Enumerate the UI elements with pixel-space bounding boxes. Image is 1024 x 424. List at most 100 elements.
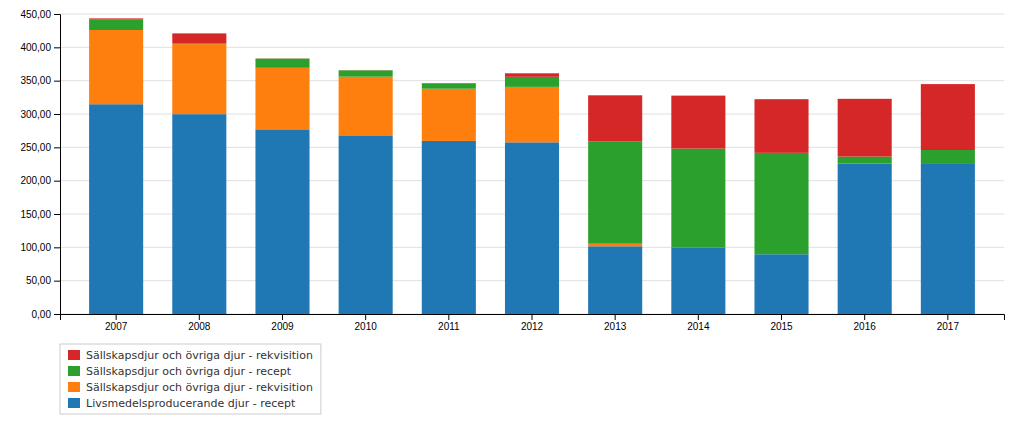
tick: 2015: [770, 314, 793, 332]
bar: [422, 83, 476, 84]
tick: 2009: [271, 314, 294, 332]
tick: 2014: [687, 314, 710, 332]
bar: [754, 254, 808, 314]
tick-mark: [365, 314, 366, 320]
series: [89, 30, 642, 246]
tick: 2013: [604, 314, 627, 332]
tick: 0,00: [32, 309, 60, 320]
bar: [89, 18, 143, 20]
tick-label: 2014: [687, 321, 710, 332]
bar: [588, 95, 642, 141]
bar: [255, 58, 309, 59]
tick-mark: [532, 314, 533, 320]
bar: [505, 73, 559, 77]
tick-label: 2009: [271, 321, 294, 332]
legend-item: Livsmedelsproducerande djur - recept: [68, 397, 296, 410]
bar: [671, 248, 725, 314]
tick-label: 350,00: [20, 75, 51, 86]
bar: [339, 70, 393, 76]
tick-mark: [54, 114, 60, 115]
bar: [671, 96, 725, 149]
tick-label: 2011: [438, 321, 460, 332]
bar: [255, 129, 309, 314]
tick-mark: [947, 314, 948, 320]
bar: [921, 84, 975, 150]
bar: [422, 141, 476, 314]
legend-swatch: [68, 382, 80, 392]
tick-label: 300,00: [20, 109, 51, 120]
chart: 2007 2008 2009 2010 2011 2012 2013 2014 2015 2016…: [0, 0, 1024, 424]
bar: [921, 163, 975, 314]
tick-mark: [54, 81, 60, 82]
legend-swatch: [68, 350, 80, 360]
bar: [505, 77, 559, 87]
tick-label: 100,00: [20, 242, 51, 253]
tick: 2012: [521, 314, 544, 332]
bar: [588, 244, 642, 247]
tick-mark: [54, 214, 60, 215]
grid: [60, 14, 1004, 314]
tick: 2011: [438, 314, 460, 332]
tick-mark: [54, 47, 60, 48]
tick-mark: [54, 147, 60, 148]
tick: 450,00: [20, 9, 60, 20]
legend-frame: [60, 344, 321, 414]
tick-mark: [54, 247, 60, 248]
tick-label: 2010: [355, 321, 378, 332]
tick-label: 400,00: [20, 42, 51, 53]
bar: [422, 89, 476, 141]
bar: [671, 149, 725, 248]
tick-label: 2012: [521, 321, 544, 332]
tick: 2007: [105, 314, 128, 332]
bar: [588, 246, 642, 314]
tick: 250,00: [20, 142, 60, 153]
bar: [255, 59, 309, 68]
tick: 100,00: [20, 242, 60, 253]
tick: 2017: [937, 314, 960, 332]
grid-line: [60, 14, 1004, 15]
bar: [921, 150, 975, 163]
tick-mark: [698, 314, 699, 320]
tick-mark: [864, 314, 865, 320]
bar: [172, 44, 226, 114]
tick-label: 2007: [105, 321, 128, 332]
tick: 2008: [188, 314, 211, 332]
bar: [754, 99, 808, 153]
tick: 200,00: [20, 175, 60, 186]
tick-label: 0,00: [32, 309, 52, 320]
tick-mark: [781, 314, 782, 320]
bar: [838, 163, 892, 314]
tick: 300,00: [20, 109, 60, 120]
bar: [172, 33, 226, 43]
tick: 350,00: [20, 75, 60, 86]
tick: 2016: [854, 314, 877, 332]
x-axis: 2007 2008 2009 2010 2011 2012 2013 2014 2015 2016…: [61, 314, 1005, 332]
legend: Sällskapsdjur och övriga djur - rekvisit…: [60, 344, 321, 414]
legend-item: Sällskapsdjur och övriga djur - rekvisit…: [68, 349, 313, 362]
legend-item: Sällskapsdjur och övriga djur - recept: [68, 365, 292, 378]
bar: [838, 157, 892, 164]
bar: [505, 87, 559, 142]
plot: 2007 2008 2009 2010 2011 2012 2013 2014 2015 2016…: [20, 9, 1004, 332]
legend-item: Sällskapsdjur och övriga djur - rekvisit…: [68, 381, 313, 394]
bar: [838, 99, 892, 157]
legend-label: Sällskapsdjur och övriga djur - recept: [86, 365, 292, 378]
tick: 400,00: [20, 42, 60, 53]
tick-mark: [54, 14, 60, 15]
tick-label: 2017: [937, 321, 960, 332]
tick-label: 200,00: [20, 175, 51, 186]
bar: [422, 83, 476, 88]
tick: 50,00: [26, 275, 60, 286]
tick-mark: [54, 281, 60, 282]
tick-mark: [448, 314, 449, 320]
bar: [172, 114, 226, 314]
legend-swatch: [68, 366, 80, 376]
bar: [89, 104, 143, 314]
tick-mark: [54, 181, 60, 182]
axis-line: [54, 15, 61, 315]
series: [89, 19, 975, 254]
tick-mark: [615, 314, 616, 320]
legend-label: Sällskapsdjur och övriga djur - rekvisit…: [86, 349, 313, 362]
bar: [339, 70, 393, 71]
legend-swatch: [68, 398, 80, 408]
